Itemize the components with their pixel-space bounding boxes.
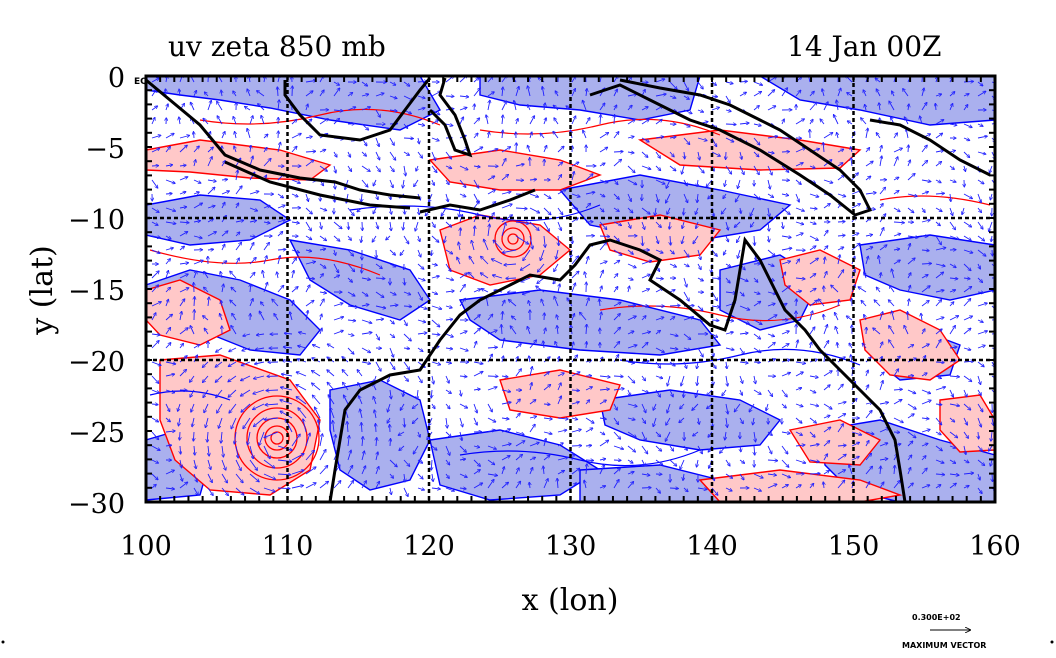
vector-legend-magnitude: 0.300E+02 <box>912 613 961 622</box>
wind-vector <box>376 424 377 432</box>
wind-vector <box>572 390 579 391</box>
x-tick-150: 150 <box>828 531 880 562</box>
wind-vector <box>754 362 760 363</box>
wind-vector <box>684 390 685 397</box>
title-right: 14 Jan 00Z <box>787 30 941 63</box>
wind-vector <box>614 115 615 124</box>
wind-vector <box>460 228 461 236</box>
x-tick-120: 120 <box>403 531 455 562</box>
wind-vector <box>726 124 736 125</box>
y-tick-10: −10 <box>68 205 125 236</box>
y-tick-30: −30 <box>68 489 125 520</box>
wind-vector <box>922 263 931 264</box>
wind-vector <box>474 104 475 110</box>
wind-vector <box>390 439 391 446</box>
wind-vector <box>670 488 678 489</box>
x-tick-labels: 100 110 120 130 140 150 160 <box>120 531 1021 562</box>
wind-vector <box>614 376 623 377</box>
wind-vector <box>404 306 411 307</box>
wind-vector <box>908 145 909 152</box>
wind-vector <box>348 222 349 229</box>
wind-vector <box>194 132 195 138</box>
wind-vector <box>277 87 278 96</box>
wind-vector <box>796 299 797 306</box>
y-tick-5: −5 <box>85 134 125 165</box>
wind-vector <box>180 432 181 440</box>
wind-vector <box>404 418 405 427</box>
wind-vector <box>838 222 845 223</box>
wind-vector <box>754 236 755 245</box>
wind-vector <box>544 404 550 405</box>
vector-legend-label: MAXIMUM VECTOR <box>902 641 986 650</box>
wind-vector <box>278 488 289 489</box>
wind-vector <box>670 305 680 306</box>
wind-vector <box>964 81 973 82</box>
wind-vector <box>684 208 685 215</box>
x-tick-160: 160 <box>969 531 1021 562</box>
wind-vector <box>506 278 516 279</box>
x-tick-110: 110 <box>262 531 314 562</box>
wind-vector <box>712 278 720 279</box>
wind-vector <box>600 236 609 237</box>
wind-vector <box>586 460 593 461</box>
wind-vector <box>376 278 384 279</box>
x-tick-130: 130 <box>545 531 597 562</box>
wind-vector <box>194 297 195 306</box>
y-axis-label: y (lat) <box>25 245 60 335</box>
wind-vector <box>908 312 909 320</box>
wind-vector <box>267 390 279 391</box>
wind-vector <box>166 194 172 195</box>
y-tick-20: −20 <box>68 347 125 378</box>
wind-vector <box>152 404 158 405</box>
wind-vector <box>208 249 213 250</box>
wind-vector <box>935 104 936 110</box>
wind-vector <box>992 474 993 481</box>
wind-vector <box>180 446 181 454</box>
wind-vector <box>222 179 227 180</box>
wind-vector <box>404 138 413 139</box>
corner-label: EQ <box>134 77 148 87</box>
y-tick-labels: 0 −5 −10 −15 −20 −25 −30 <box>68 63 125 520</box>
vector-legend: 0.300E+02 MAXIMUM VECTOR <box>902 613 986 650</box>
x-tick-100: 100 <box>120 531 172 562</box>
corner-dot-left <box>2 641 5 644</box>
y-tick-25: −25 <box>68 418 125 449</box>
wind-vector <box>823 315 824 320</box>
wind-vector <box>586 445 591 446</box>
y-tick-0: 0 <box>108 63 125 94</box>
y-tick-15: −15 <box>68 276 125 307</box>
title-left: uv zeta 850 mb <box>168 30 386 63</box>
wind-vector <box>614 152 623 153</box>
corner-dot-right <box>1051 641 1054 644</box>
wind-vector <box>810 474 820 475</box>
x-axis-label: x (lon) <box>522 583 619 618</box>
plot-area <box>146 72 1001 502</box>
wind-vector <box>936 362 944 363</box>
wind-vector <box>193 432 194 441</box>
wind-vector <box>278 249 285 250</box>
wind-vector <box>586 342 587 348</box>
wind-vector <box>978 432 979 438</box>
wind-vector <box>712 320 719 321</box>
x-tick-140: 140 <box>686 531 738 562</box>
wind-vector <box>669 222 670 229</box>
wind-vector <box>670 236 671 245</box>
